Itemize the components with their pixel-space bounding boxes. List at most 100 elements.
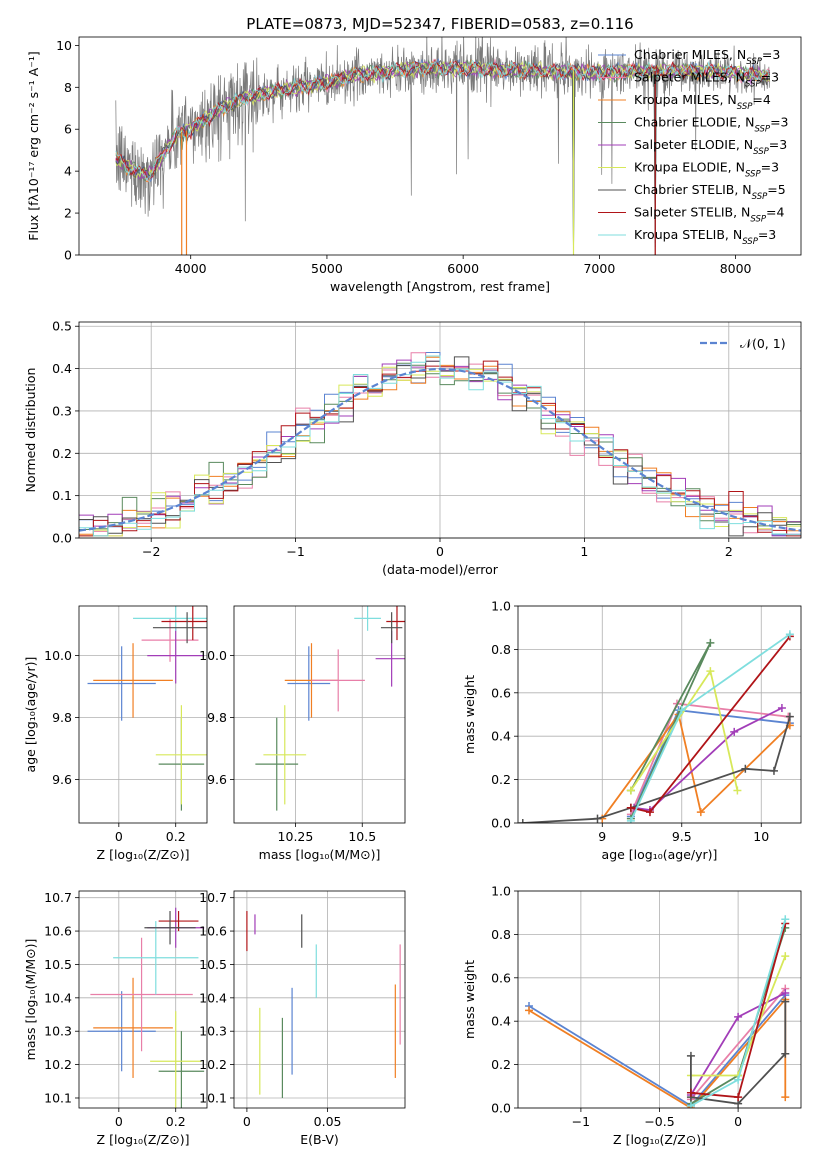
panel-mass-vs-EBV: 0 0.05 10.1 10.2 10.3 10.4 10.5 10.6 10.7 E(B-V) bbox=[199, 890, 406, 1147]
gaussian-curve bbox=[79, 367, 801, 532]
weight-marker bbox=[781, 988, 790, 997]
grid-age-vs-Z bbox=[79, 606, 207, 823]
plot-area-mass-vs-EBV bbox=[246, 911, 401, 1098]
y-tick-label: 0 bbox=[64, 248, 72, 263]
weight-marker bbox=[696, 808, 705, 817]
y-tick-label: 8 bbox=[64, 80, 72, 95]
axes-frame bbox=[517, 605, 802, 824]
weight-marker bbox=[645, 808, 654, 817]
axes-weight-vs-age: 9 9.5 10 0.0 0.2 0.4 0.6 0.8 1.0 age [log₁₀(age/y… bbox=[462, 599, 802, 862]
y-tick-label: 6 bbox=[64, 122, 72, 137]
legend-entry: Salpeter ELODIE, NSSP=3 bbox=[634, 137, 787, 157]
x-tick-label: 0.2 bbox=[166, 1114, 186, 1129]
x-tick-label: 4000 bbox=[175, 261, 207, 276]
weight-line bbox=[630, 668, 739, 791]
x-axis-label: Z [log₁₀(Z/Z⊙)] bbox=[97, 1132, 190, 1147]
x-tick-label: 0 bbox=[734, 1114, 742, 1129]
weight-marker bbox=[741, 764, 750, 773]
axes-frame bbox=[78, 36, 802, 256]
weight-marker bbox=[626, 816, 635, 823]
observed-spectrum bbox=[115, 37, 771, 222]
axes-age-vs-mass: 10.25 10.5 9.6 9.8 10.0 mass [log₁₀(M/M⊙)] bbox=[199, 605, 406, 862]
y-tick-label: 0.6 bbox=[491, 685, 511, 700]
plot-area-weight-vs-Z bbox=[525, 915, 790, 1108]
y-tick-label: 0.0 bbox=[491, 816, 511, 831]
y-tick-label: 10.2 bbox=[44, 1057, 72, 1072]
axes-frame bbox=[78, 605, 208, 824]
y-tick-label: 10.4 bbox=[199, 990, 227, 1005]
x-tick-label: −1 bbox=[572, 1114, 590, 1129]
plot-area-spectrum bbox=[115, 37, 771, 255]
x-axis-label: E(B-V) bbox=[300, 1132, 339, 1147]
y-tick-label: 10.1 bbox=[44, 1090, 72, 1105]
y-tick-label: 10.5 bbox=[44, 957, 72, 972]
weight-marker bbox=[785, 630, 794, 639]
y-tick-label: 0.0 bbox=[52, 531, 72, 546]
weight-marker bbox=[785, 712, 794, 721]
plot-area-age-vs-Z bbox=[87, 606, 207, 811]
y-axis-label: mass [log₁₀(M/M⊙)] bbox=[23, 939, 38, 1061]
weight-marker bbox=[626, 803, 635, 812]
axes-mass-vs-Z: 0 0.2 10.1 10.2 10.3 10.4 10.5 10.6 10.7 Z [log₁₀… bbox=[23, 890, 208, 1147]
y-tick-label: 0.6 bbox=[491, 970, 511, 985]
x-axis-label: (data-model)/error bbox=[382, 562, 499, 577]
y-tick-label: 10.1 bbox=[199, 1090, 227, 1105]
y-tick-label: 0.8 bbox=[491, 642, 511, 657]
x-tick-label: 0 bbox=[243, 1114, 251, 1129]
weight-marker bbox=[777, 703, 786, 712]
legend-entry: Salpeter STELIB, NSSP=4 bbox=[634, 205, 784, 225]
y-tick-label: 0.4 bbox=[491, 729, 511, 744]
panel-mass-vs-Z: 0 0.2 10.1 10.2 10.3 10.4 10.5 10.6 10.7 Z [log₁₀… bbox=[23, 890, 208, 1147]
y-tick-label: 0.1 bbox=[52, 488, 72, 503]
y-tick-label: 10.2 bbox=[199, 1057, 227, 1072]
axes-frame bbox=[233, 605, 406, 824]
x-tick-label: 0.05 bbox=[314, 1114, 342, 1129]
plot-area-weight-vs-age bbox=[518, 630, 794, 823]
weight-marker bbox=[706, 638, 715, 647]
y-tick-label: 0.2 bbox=[491, 772, 511, 787]
axes-age-vs-Z: 0 0.2 9.6 9.8 10.0 Z [log₁₀(Z/Z⊙)] age [log₁₀(… bbox=[23, 605, 208, 862]
grid-weight-vs-age bbox=[518, 605, 801, 824]
legend-entry: Chabrier STELIB, NSSP=5 bbox=[634, 182, 786, 202]
y-tick-label: 10.3 bbox=[44, 1024, 72, 1039]
weight-marker bbox=[518, 819, 527, 823]
y-axis-label: Normed distribution bbox=[23, 368, 38, 493]
plot-area-age-vs-mass bbox=[255, 606, 405, 811]
y-tick-label: 1.0 bbox=[491, 599, 511, 614]
weight-marker bbox=[686, 1088, 695, 1097]
x-tick-label: 0 bbox=[436, 544, 444, 559]
y-tick-label: 10.0 bbox=[44, 648, 72, 663]
weight-line bbox=[690, 988, 786, 1100]
weight-marker bbox=[781, 997, 790, 1006]
y-tick-label: 10.3 bbox=[199, 1024, 227, 1039]
weight-marker bbox=[730, 727, 739, 736]
x-tick-label: 0.2 bbox=[166, 829, 186, 844]
weight-marker bbox=[769, 766, 778, 775]
plot-area-residuals bbox=[79, 352, 801, 537]
axes-frame bbox=[517, 890, 802, 1109]
y-tick-label: 0.5 bbox=[52, 319, 72, 334]
plot-area-mass-vs-Z bbox=[87, 907, 205, 1108]
panel-spectrum: 4000 5000 6000 7000 8000 0 2 4 6 8 10 wavelength [A… bbox=[26, 36, 802, 294]
y-tick-label: 0.2 bbox=[52, 446, 72, 461]
legend: 𝒩(0, 1) bbox=[700, 336, 786, 351]
x-axis-label: Z [log₁₀(Z/Z⊙)] bbox=[613, 1132, 706, 1147]
weight-marker bbox=[781, 952, 790, 961]
y-tick-label: 0.2 bbox=[491, 1057, 511, 1072]
y-tick-label: 0.4 bbox=[491, 1014, 511, 1029]
axes-spectrum: 4000 5000 6000 7000 8000 0 2 4 6 8 10 wavelength [A… bbox=[26, 36, 802, 294]
y-axis-label: age [log₁₀(age/yr)] bbox=[23, 657, 38, 773]
weight-line bbox=[630, 635, 791, 814]
panel-residuals: −2 −1 0 1 2 0.0 0.1 0.2 0.3 0.4 0.5 (data-model)/er… bbox=[23, 319, 802, 577]
y-tick-label: 10 bbox=[56, 38, 72, 53]
grid-mass-vs-Z bbox=[79, 891, 207, 1108]
weight-marker bbox=[733, 786, 742, 795]
x-axis-label: age [log₁₀(age/yr)] bbox=[602, 847, 718, 862]
x-axis-label: mass [log₁₀(M/M⊙)] bbox=[259, 847, 381, 862]
y-tick-label: 1.0 bbox=[491, 884, 511, 899]
x-tick-label: −2 bbox=[142, 544, 160, 559]
panel-weight-vs-Z: −1 −0.5 0 0.0 0.2 0.4 0.6 0.8 1.0 Z [log₁₀(Z/Z⊙)]… bbox=[462, 884, 802, 1147]
y-tick-label: 9.8 bbox=[52, 710, 72, 725]
y-tick-label: 4 bbox=[64, 164, 72, 179]
